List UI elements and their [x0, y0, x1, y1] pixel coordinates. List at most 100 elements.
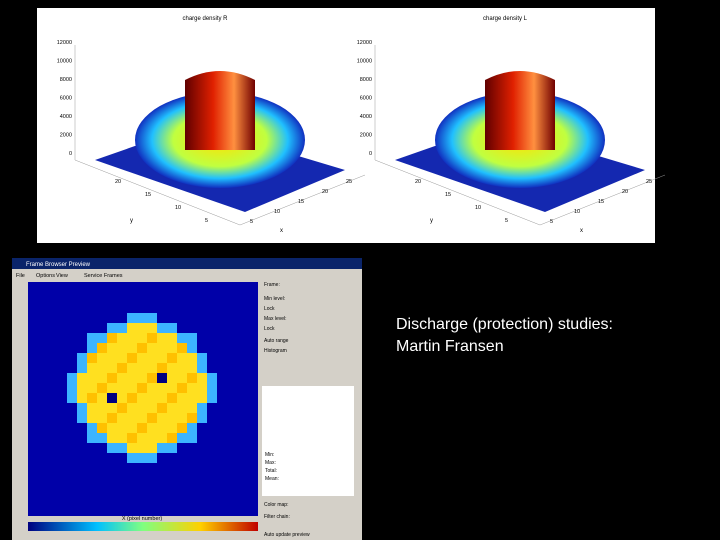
pixel	[137, 313, 147, 323]
pixel	[147, 343, 157, 353]
pixel	[117, 373, 127, 383]
pixel	[147, 393, 157, 403]
pixel	[167, 393, 177, 403]
pixel	[147, 423, 157, 433]
pixel	[197, 413, 207, 423]
pixel	[187, 383, 197, 393]
pixel	[97, 343, 107, 353]
pixel	[187, 433, 197, 443]
pixel	[127, 443, 137, 453]
menu-item[interactable]: Service Frames	[84, 273, 123, 279]
x-tick-label: 5	[250, 219, 253, 225]
pixel	[107, 413, 117, 423]
pixel	[107, 323, 117, 333]
pixel	[107, 363, 117, 373]
pixel	[127, 413, 137, 423]
pixel	[127, 323, 137, 333]
pixel	[117, 323, 127, 333]
pixel	[117, 393, 127, 403]
pixel	[177, 373, 187, 383]
z-tick-label: 4000	[360, 114, 372, 120]
pixel	[117, 333, 127, 343]
pixel	[117, 433, 127, 443]
pixel	[127, 313, 137, 323]
control-label[interactable]: Frame:	[264, 282, 280, 288]
pixel	[97, 413, 107, 423]
z-tick-label: 8000	[60, 77, 72, 83]
x-tick-label: 10	[274, 209, 280, 215]
pixel	[67, 393, 77, 403]
pixel	[147, 323, 157, 333]
z-tick-label: 8000	[360, 77, 372, 83]
pixel	[127, 373, 137, 383]
control-label[interactable]: Lock	[264, 306, 275, 312]
pixel	[157, 403, 167, 413]
pixel	[97, 383, 107, 393]
control-label[interactable]: Lock	[264, 326, 275, 332]
control-label[interactable]: Min level:	[264, 296, 285, 302]
y-tick-label: 10	[475, 205, 481, 211]
pixel	[157, 323, 167, 333]
pixel	[137, 413, 147, 423]
pixel	[107, 343, 117, 353]
pixel	[147, 433, 157, 443]
pixel	[187, 393, 197, 403]
pixel	[147, 403, 157, 413]
pixel	[67, 373, 77, 383]
pixel	[147, 373, 157, 383]
x-axis-label: x	[280, 228, 283, 234]
pixel	[107, 403, 117, 413]
pixel	[117, 353, 127, 363]
control-label[interactable]: Color map:	[264, 502, 288, 508]
pixel	[127, 363, 137, 373]
pixel	[127, 343, 137, 353]
pixel	[77, 383, 87, 393]
pixel	[77, 373, 87, 383]
pixel	[147, 453, 157, 463]
pixel	[117, 343, 127, 353]
y-tick-label: 20	[415, 179, 421, 185]
pixel	[157, 363, 167, 373]
pixel	[117, 443, 127, 453]
pixel	[107, 393, 117, 403]
z-tick-label: 6000	[360, 96, 372, 102]
pixel	[87, 333, 97, 343]
pixel	[177, 353, 187, 363]
control-label[interactable]: Filter chain:	[264, 514, 290, 520]
y-axis-label: y	[130, 218, 133, 224]
pixel	[187, 413, 197, 423]
plot-title: charge density L	[483, 16, 528, 22]
window-title: Frame Browser Preview	[26, 262, 91, 268]
menu-item[interactable]: View	[56, 273, 68, 279]
plot-title: charge density R	[182, 16, 228, 22]
pixel	[187, 353, 197, 363]
menu-item[interactable]: Options	[36, 273, 55, 279]
pixel	[97, 353, 107, 363]
y-tick-label: 5	[205, 218, 208, 224]
pixel	[107, 383, 117, 393]
pixel	[147, 383, 157, 393]
pixel	[197, 393, 207, 403]
pixel	[187, 403, 197, 413]
control-label[interactable]: Auto range	[264, 338, 289, 344]
pixel	[77, 363, 87, 373]
z-tick-label: 12000	[57, 40, 72, 46]
control-label[interactable]: Max level:	[264, 316, 287, 322]
pixel	[137, 333, 147, 343]
pixel	[117, 363, 127, 373]
pixel	[147, 363, 157, 373]
stat-label: Min:	[265, 452, 274, 458]
menu-item[interactable]: File	[16, 273, 25, 279]
pixel	[157, 383, 167, 393]
z-tick-label: 10000	[357, 59, 372, 65]
pixel	[67, 383, 77, 393]
control-label[interactable]: Histogram	[264, 348, 287, 354]
pixel	[177, 423, 187, 433]
pixel	[167, 333, 177, 343]
x-tick-label: 25	[646, 179, 652, 185]
pixel	[137, 423, 147, 433]
pixel	[167, 433, 177, 443]
pixel	[137, 343, 147, 353]
stat-label: Mean:	[265, 476, 279, 482]
control-label[interactable]: Auto update preview	[264, 532, 310, 538]
